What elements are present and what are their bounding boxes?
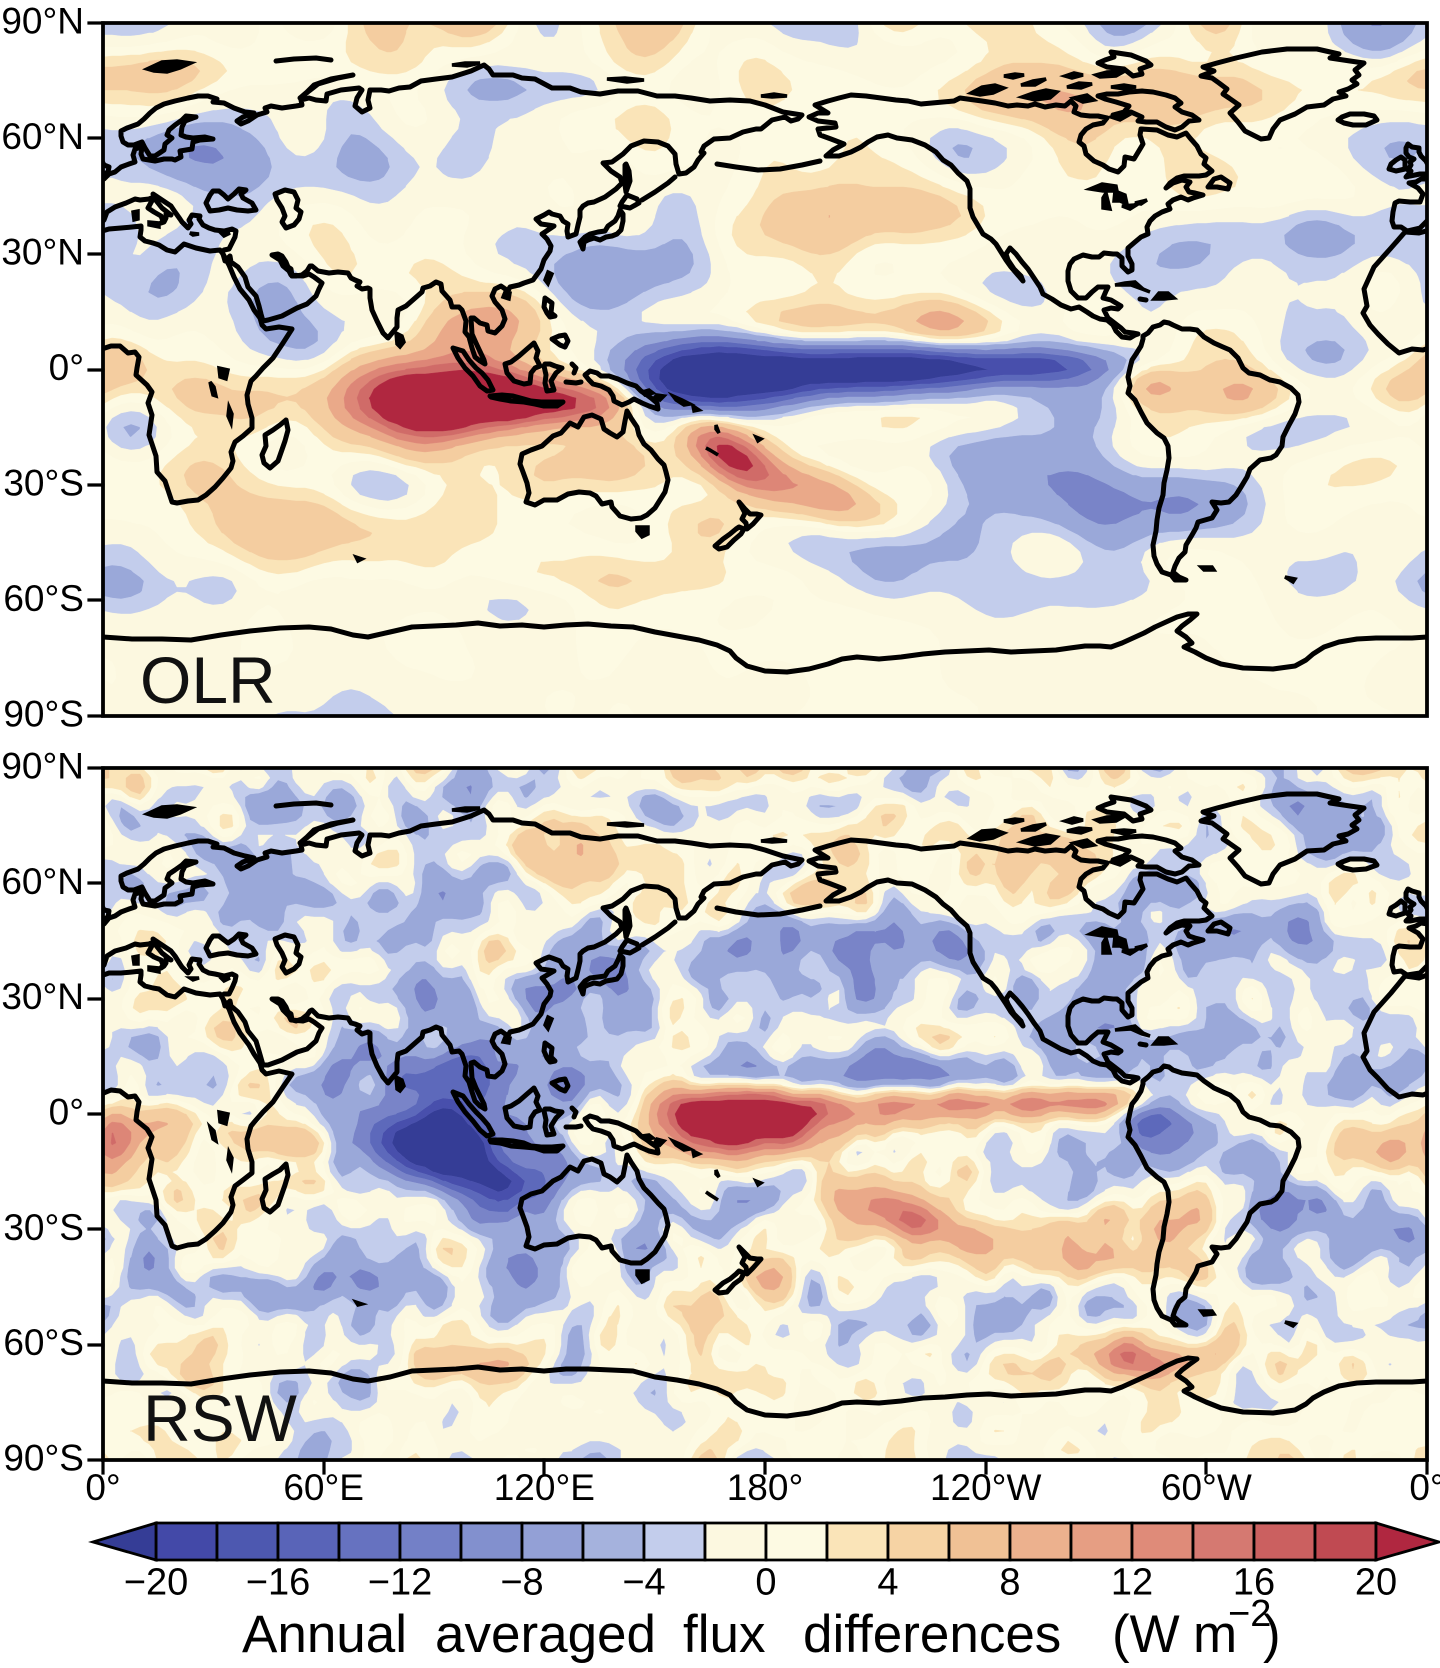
svg-text:−16: −16 [246, 1562, 310, 1604]
svg-text:RSW: RSW [143, 1381, 298, 1455]
svg-text:120°W: 120°W [930, 1467, 1042, 1508]
svg-text:90°N: 90°N [1, 746, 84, 787]
svg-text:(W: (W [1112, 1605, 1180, 1664]
svg-text:12: 12 [1111, 1562, 1153, 1604]
svg-text:90°S: 90°S [3, 1438, 84, 1479]
svg-text:0°: 0° [85, 1467, 120, 1508]
svg-text:differences: differences [803, 1605, 1061, 1664]
svg-text:−12: −12 [368, 1562, 432, 1604]
svg-text:): ) [1263, 1605, 1281, 1664]
svg-text:30°S: 30°S [3, 463, 84, 504]
svg-text:60°E: 60°E [283, 1467, 364, 1508]
svg-text:−20: −20 [124, 1562, 188, 1604]
svg-text:30°N: 30°N [1, 976, 84, 1017]
svg-text:20: 20 [1355, 1562, 1397, 1604]
svg-text:−2: −2 [1228, 1593, 1271, 1635]
svg-text:−8: −8 [500, 1562, 543, 1604]
svg-text:90°S: 90°S [3, 694, 84, 735]
svg-text:flux: flux [683, 1605, 765, 1664]
svg-text:0°: 0° [49, 347, 84, 388]
svg-text:60°N: 60°N [1, 116, 84, 157]
svg-text:60°S: 60°S [3, 1322, 84, 1363]
svg-text:averaged: averaged [435, 1605, 656, 1664]
svg-text:8: 8 [999, 1562, 1020, 1604]
svg-text:4: 4 [877, 1562, 898, 1604]
svg-text:0°: 0° [1409, 1467, 1440, 1508]
svg-text:180°: 180° [727, 1467, 804, 1508]
svg-text:30°S: 30°S [3, 1207, 84, 1248]
svg-text:OLR: OLR [140, 643, 276, 717]
svg-text:0: 0 [755, 1562, 776, 1604]
svg-text:60°N: 60°N [1, 861, 84, 902]
svg-text:16: 16 [1233, 1562, 1275, 1604]
svg-text:Annual: Annual [242, 1605, 407, 1664]
svg-text:60°S: 60°S [3, 578, 84, 619]
svg-text:90°N: 90°N [1, 1, 84, 42]
svg-text:120°E: 120°E [494, 1467, 595, 1508]
svg-text:60°W: 60°W [1161, 1467, 1252, 1508]
svg-text:m: m [1193, 1605, 1237, 1664]
svg-text:30°N: 30°N [1, 232, 84, 273]
svg-text:−4: −4 [622, 1562, 665, 1604]
svg-text:0°: 0° [49, 1092, 84, 1133]
